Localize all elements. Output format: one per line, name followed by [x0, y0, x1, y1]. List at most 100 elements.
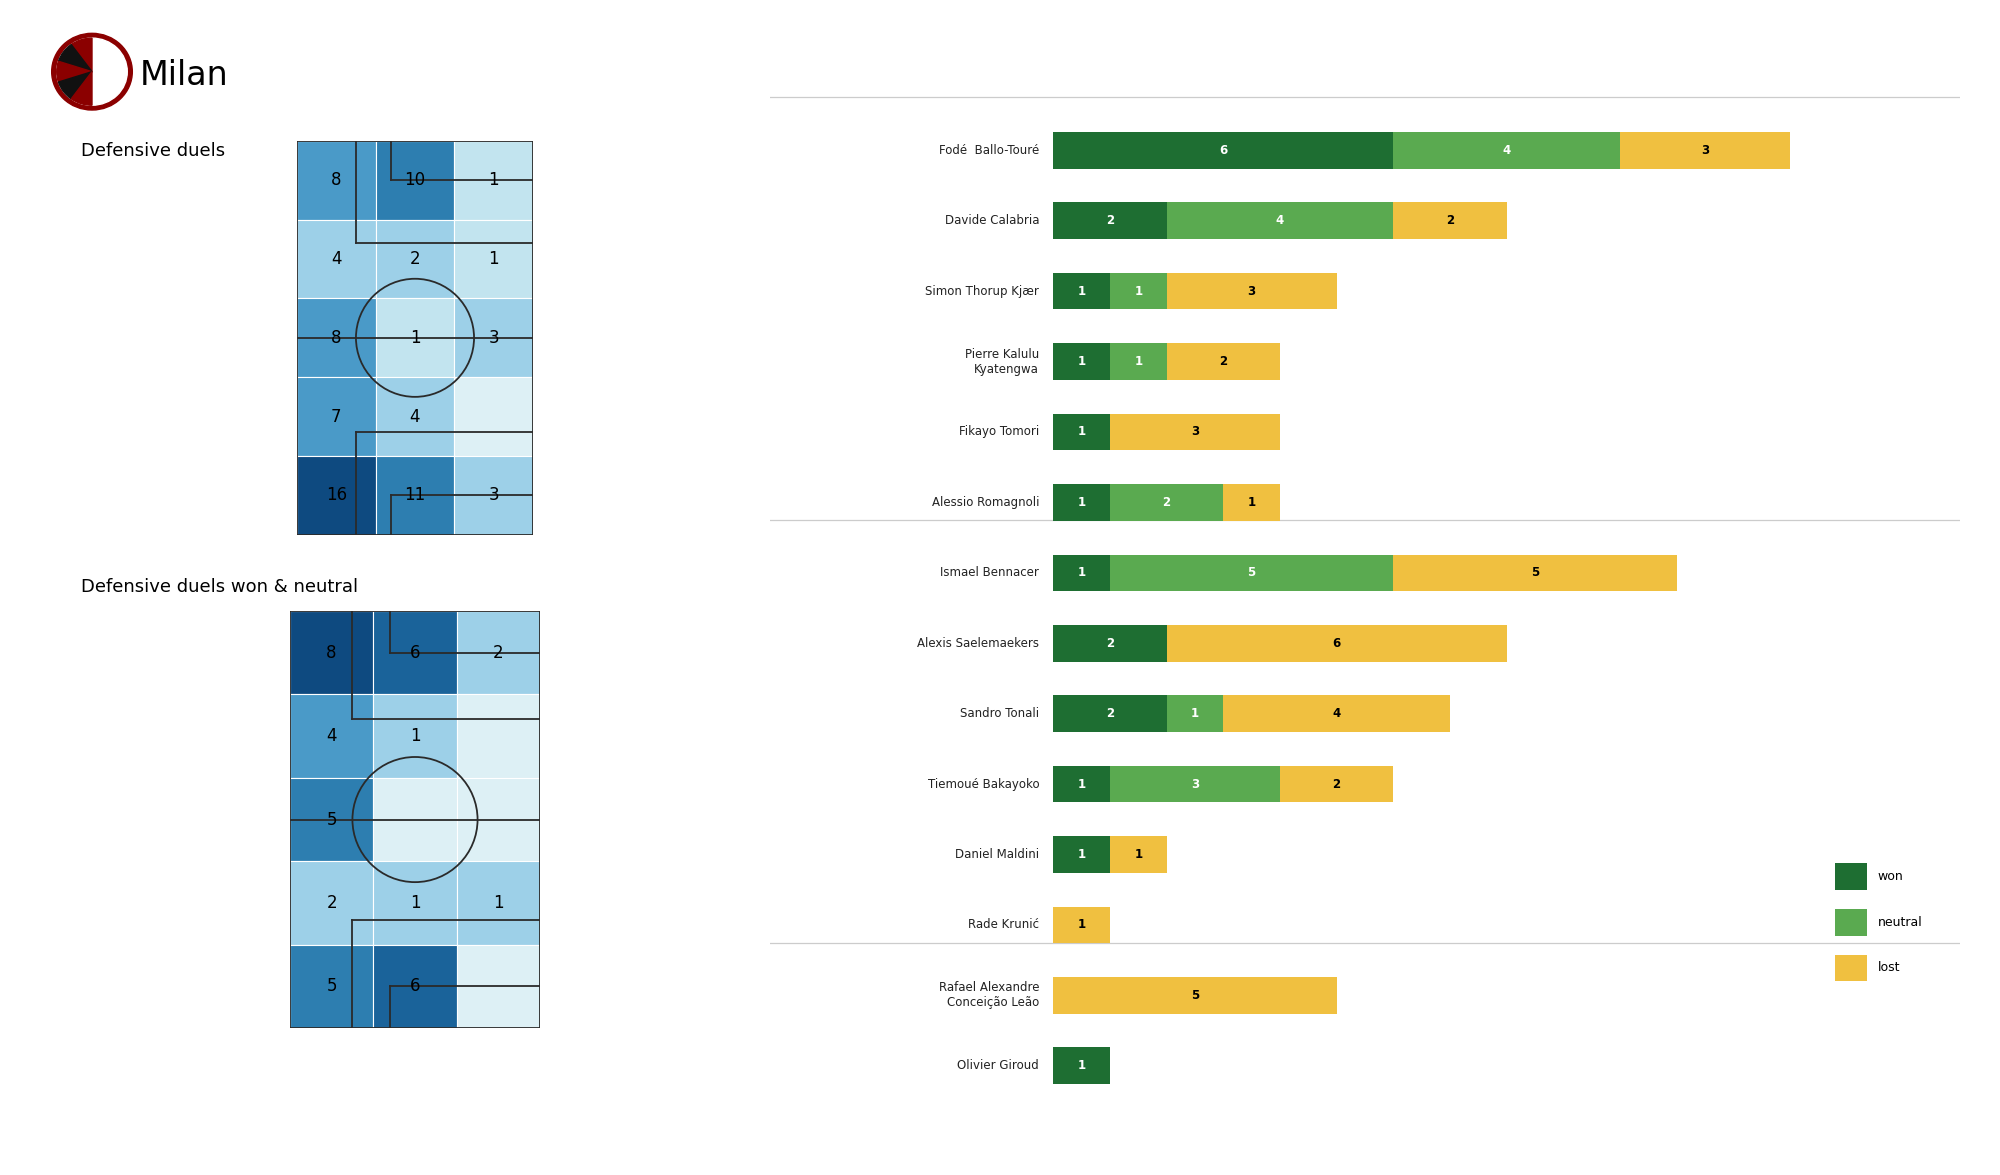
Text: 4: 4 — [332, 250, 342, 268]
Text: 1: 1 — [488, 172, 500, 189]
Text: Ismael Bennacer: Ismael Bennacer — [940, 566, 1040, 579]
Text: 4: 4 — [1332, 707, 1340, 720]
Text: 2: 2 — [1332, 778, 1340, 791]
Text: neutral: neutral — [1878, 915, 1922, 928]
Text: 1: 1 — [1078, 284, 1086, 297]
Bar — [1054, 414, 1110, 450]
Text: Rade Krunić: Rade Krunić — [968, 919, 1040, 932]
Bar — [1166, 625, 1506, 662]
Bar — [1054, 837, 1110, 873]
Bar — [1110, 555, 1394, 591]
Text: 10: 10 — [404, 172, 426, 189]
Bar — [454, 141, 534, 220]
Text: 6: 6 — [410, 644, 420, 662]
Bar — [374, 694, 456, 778]
Text: 5: 5 — [1530, 566, 1540, 579]
Bar — [1054, 202, 1166, 239]
Text: Defensive duels won & neutral: Defensive duels won & neutral — [82, 578, 358, 597]
Text: Tiemoué Bakayoko: Tiemoué Bakayoko — [928, 778, 1040, 791]
Bar — [456, 778, 540, 861]
Bar — [1054, 766, 1110, 803]
Text: Olivier Giroud: Olivier Giroud — [958, 1060, 1040, 1073]
Text: 1: 1 — [1134, 284, 1142, 297]
Bar — [376, 220, 454, 298]
Text: 8: 8 — [326, 644, 336, 662]
Bar — [454, 298, 534, 377]
Bar — [290, 861, 374, 945]
Bar — [1280, 766, 1394, 803]
Bar — [1224, 696, 1450, 732]
Text: 1: 1 — [410, 894, 420, 912]
Bar — [374, 778, 456, 861]
Text: 2: 2 — [1106, 637, 1114, 650]
Text: Defensive duels: Defensive duels — [82, 142, 226, 160]
Wedge shape — [56, 61, 92, 82]
Bar — [1054, 625, 1166, 662]
Text: 3: 3 — [488, 329, 500, 347]
Text: 5: 5 — [326, 978, 336, 995]
Text: 4: 4 — [1276, 214, 1284, 227]
Text: 1: 1 — [1078, 919, 1086, 932]
Text: 1: 1 — [1078, 848, 1086, 861]
Bar — [1054, 555, 1110, 591]
Bar — [376, 298, 454, 377]
Text: 1: 1 — [494, 894, 504, 912]
Wedge shape — [58, 45, 92, 72]
Text: won: won — [1878, 870, 1904, 882]
Text: Fodé  Ballo-Touré: Fodé Ballo-Touré — [938, 143, 1040, 156]
Text: 1: 1 — [1078, 355, 1086, 368]
Bar — [376, 141, 454, 220]
Bar — [1110, 343, 1166, 380]
Bar — [1394, 132, 1620, 168]
Text: 1: 1 — [1078, 1060, 1086, 1073]
Text: 1: 1 — [1078, 778, 1086, 791]
Bar — [454, 456, 534, 535]
Text: 4: 4 — [410, 408, 420, 425]
Bar — [1110, 273, 1166, 309]
Wedge shape — [58, 72, 92, 99]
Text: 8: 8 — [332, 172, 342, 189]
Text: 2: 2 — [410, 250, 420, 268]
Text: 3: 3 — [1700, 143, 1710, 156]
Text: 11: 11 — [404, 486, 426, 504]
Bar — [290, 611, 374, 694]
Text: 1: 1 — [410, 727, 420, 745]
Text: 2: 2 — [1162, 496, 1170, 509]
Text: 1: 1 — [1078, 496, 1086, 509]
Text: Fikayo Tomori: Fikayo Tomori — [958, 425, 1040, 438]
Bar — [1054, 1047, 1110, 1085]
Bar — [1166, 202, 1394, 239]
Bar — [374, 611, 456, 694]
Text: 2: 2 — [326, 894, 336, 912]
Bar — [1054, 343, 1110, 380]
Text: Sandro Tonali: Sandro Tonali — [960, 707, 1040, 720]
Bar — [1166, 273, 1336, 309]
Text: Alexis Saelemaekers: Alexis Saelemaekers — [918, 637, 1040, 650]
Bar — [290, 778, 374, 861]
Text: 1: 1 — [1134, 848, 1142, 861]
Text: 3: 3 — [1190, 778, 1200, 791]
Text: 6: 6 — [1332, 637, 1340, 650]
Text: 1: 1 — [1078, 566, 1086, 579]
Text: Simon Thorup Kjær: Simon Thorup Kjær — [926, 284, 1040, 297]
Bar — [1394, 202, 1506, 239]
Text: 1: 1 — [488, 250, 500, 268]
Bar — [1054, 978, 1336, 1014]
Bar — [1110, 766, 1280, 803]
Ellipse shape — [56, 38, 128, 106]
Text: 16: 16 — [326, 486, 346, 504]
Bar — [456, 611, 540, 694]
Bar — [1836, 862, 1866, 889]
Bar — [1166, 696, 1224, 732]
Bar — [1054, 132, 1394, 168]
Bar — [1110, 414, 1280, 450]
Text: 3: 3 — [1190, 425, 1200, 438]
Text: 2: 2 — [1446, 214, 1454, 227]
Ellipse shape — [52, 33, 132, 110]
Text: 2: 2 — [494, 644, 504, 662]
Bar — [1166, 343, 1280, 380]
Bar — [1054, 273, 1110, 309]
Text: Pierre Kalulu
Kyatengwa: Pierre Kalulu Kyatengwa — [964, 348, 1040, 376]
Bar — [296, 377, 376, 456]
Bar — [454, 377, 534, 456]
